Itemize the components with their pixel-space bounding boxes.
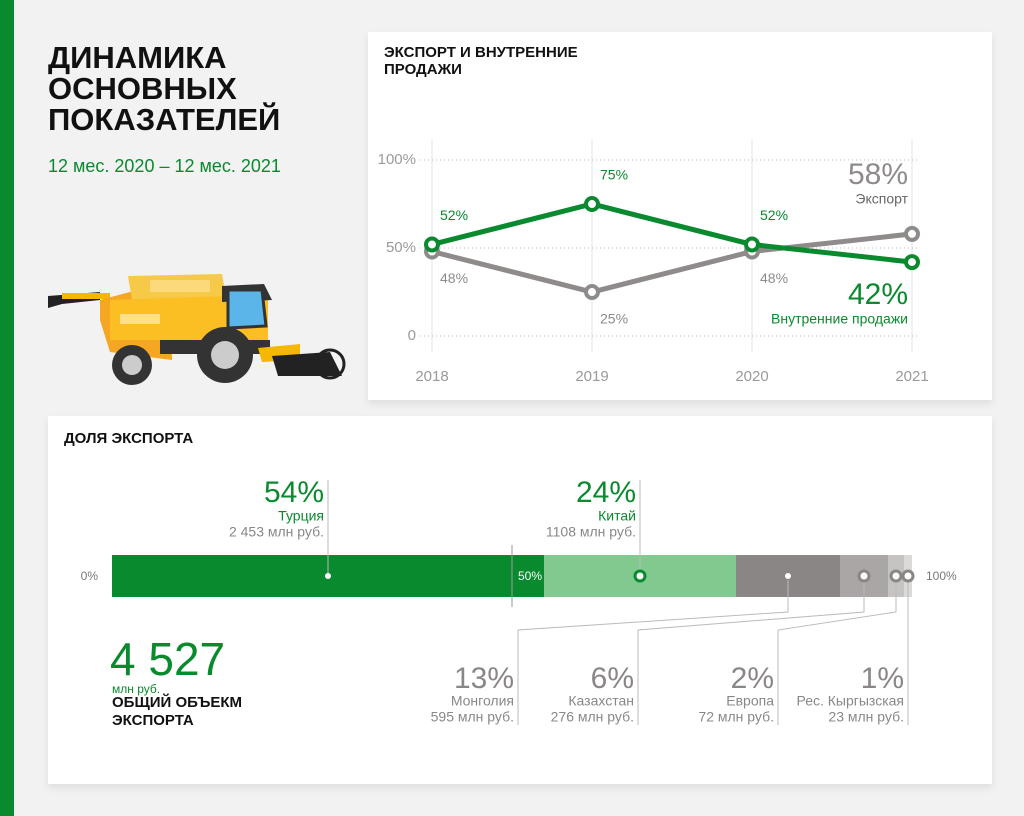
share-label: 1% [861,662,904,695]
total-value: 4 527 [110,633,226,685]
x-tick-label: 2021 [895,368,928,385]
segment-amount: 595 млн руб. [431,709,514,725]
segment-amount: 276 млн руб. [551,709,634,725]
y-tick-label: 0 [408,327,416,344]
leader-line [777,580,897,725]
segment-marker [633,569,647,583]
segment-marker [889,569,903,583]
segment-marker [857,569,871,583]
x-tick-label: 2020 [735,368,768,385]
point [584,284,600,300]
segment-marker [901,569,915,583]
x-tick-label: 2018 [415,368,448,385]
leader-line [517,580,789,725]
segment-name: Китай [598,508,636,524]
segment-name: Турция [278,508,324,524]
segment-amount: 72 млн руб. [698,709,774,725]
y-tick-label: 50% [386,239,416,256]
share-label: 24% [576,476,636,509]
harvester [48,274,346,385]
share-label: 2% [731,662,774,695]
share-label: 13% [454,662,514,695]
total-label: ОБЩИЙ ОБЪЕКМ ЭКСПОРТА [112,694,243,729]
segment-amount: 1108 млн руб. [546,524,636,540]
segment-name: Европа [726,693,774,709]
x-tick-label: 2019 [575,368,608,385]
x-tick-label: 100% [926,569,957,583]
share-label: 54% [264,476,324,509]
legend-label: Экспорт [855,191,908,207]
segment-marker [325,573,331,579]
value-label: 52% [760,207,788,223]
segment-name: Казахстан [568,693,634,709]
segment-amount: 23 млн руб. [828,709,904,725]
x-tick-label: 0% [81,569,99,583]
point [904,225,920,242]
segment-amount: 2 453 млн руб. [229,524,324,540]
point [584,196,600,212]
legend-label: Внутренние продажи [771,311,908,327]
chart-title: ЭКСПОРТ И ВНУТРЕННИЕ ПРОДАЖИ [384,44,578,78]
end-value-label: 58% [848,158,908,191]
value-label: 48% [440,270,468,286]
end-value-label: 42% [848,278,908,311]
point [424,236,440,253]
segment-name: Монголия [451,693,514,709]
leader-line [637,580,865,725]
y-tick-label: 100% [378,151,416,168]
segment-name: Рес. Кыргызская [796,693,904,709]
series-line [431,231,913,295]
series-line [431,201,913,265]
side-bar [0,0,14,816]
page-subtitle: 12 мес. 2020 – 12 мес. 2021 [48,156,281,176]
chart-title: ДОЛЯ ЭКСПОРТА [64,430,194,447]
point [904,254,920,271]
value-label: 75% [600,167,628,183]
total-unit: млн руб. [112,682,161,696]
bar-panel [48,416,992,784]
point [744,236,760,253]
share-label: 6% [591,662,634,695]
line-panel [368,32,992,400]
value-label: 48% [760,270,788,286]
x-tick-label: 50% [518,569,542,583]
value-label: 52% [440,207,468,223]
value-label: 25% [600,311,628,327]
page-title: ДИНАМИКА ОСНОВНЫХ ПОКАЗАТЕЛЕЙ [48,40,281,137]
segment-marker [785,573,791,579]
